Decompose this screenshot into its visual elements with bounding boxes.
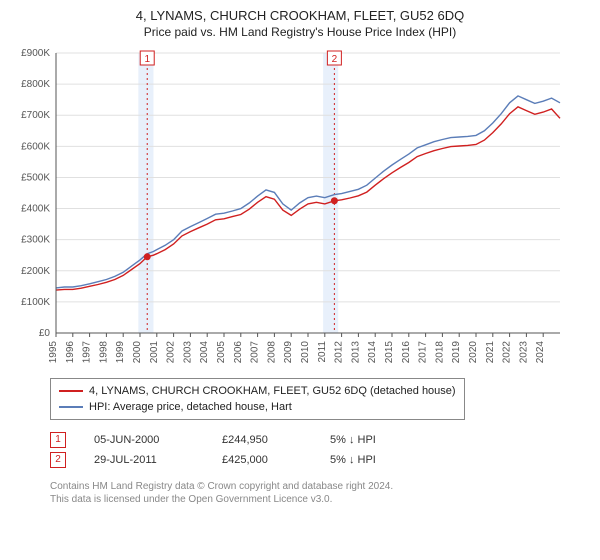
sale-delta: 5% ↓ HPI bbox=[330, 450, 410, 470]
legend: 4, LYNAMS, CHURCH CROOKHAM, FLEET, GU52 … bbox=[50, 378, 465, 420]
sale-price: £425,000 bbox=[222, 450, 302, 470]
svg-text:1996: 1996 bbox=[65, 341, 76, 364]
svg-text:2021: 2021 bbox=[485, 341, 496, 364]
sale-row: 1 05-JUN-2000 £244,950 5% ↓ HPI bbox=[50, 430, 588, 450]
svg-text:£900K: £900K bbox=[21, 48, 50, 59]
svg-text:1998: 1998 bbox=[98, 341, 109, 364]
chart-subtitle: Price paid vs. HM Land Registry's House … bbox=[12, 25, 588, 39]
svg-text:2: 2 bbox=[332, 54, 338, 65]
svg-text:£200K: £200K bbox=[21, 266, 50, 277]
svg-text:2020: 2020 bbox=[468, 341, 479, 364]
sale-price: £244,950 bbox=[222, 430, 302, 450]
svg-text:£800K: £800K bbox=[21, 79, 50, 90]
svg-text:2014: 2014 bbox=[367, 341, 378, 364]
svg-text:£700K: £700K bbox=[21, 110, 50, 121]
svg-text:2010: 2010 bbox=[300, 341, 311, 364]
legend-label: HPI: Average price, detached house, Hart bbox=[89, 399, 292, 415]
svg-text:2003: 2003 bbox=[182, 341, 193, 364]
svg-text:2004: 2004 bbox=[199, 341, 210, 364]
svg-text:2005: 2005 bbox=[216, 341, 227, 364]
chart-title: 4, LYNAMS, CHURCH CROOKHAM, FLEET, GU52 … bbox=[12, 8, 588, 23]
sale-row: 2 29-JUL-2011 £425,000 5% ↓ HPI bbox=[50, 450, 588, 470]
svg-text:2019: 2019 bbox=[451, 341, 462, 364]
svg-text:2023: 2023 bbox=[518, 341, 529, 364]
svg-text:£300K: £300K bbox=[21, 235, 50, 246]
svg-text:2007: 2007 bbox=[250, 341, 261, 364]
sale-date: 05-JUN-2000 bbox=[94, 430, 194, 450]
svg-text:1999: 1999 bbox=[115, 341, 126, 364]
svg-text:2006: 2006 bbox=[233, 341, 244, 364]
svg-text:1995: 1995 bbox=[48, 341, 59, 364]
sale-marker: 2 bbox=[50, 452, 66, 468]
footnote: Contains HM Land Registry data © Crown c… bbox=[50, 480, 588, 506]
svg-text:2016: 2016 bbox=[401, 341, 412, 364]
legend-label: 4, LYNAMS, CHURCH CROOKHAM, FLEET, GU52 … bbox=[89, 383, 456, 399]
legend-item: HPI: Average price, detached house, Hart bbox=[59, 399, 456, 415]
svg-text:2011: 2011 bbox=[317, 341, 328, 363]
svg-text:£100K: £100K bbox=[21, 297, 50, 308]
svg-text:2002: 2002 bbox=[166, 341, 177, 364]
legend-swatch bbox=[59, 406, 83, 408]
svg-text:£400K: £400K bbox=[21, 204, 50, 215]
svg-text:2013: 2013 bbox=[350, 341, 361, 364]
svg-text:2024: 2024 bbox=[535, 341, 546, 364]
svg-text:2001: 2001 bbox=[149, 341, 160, 364]
svg-text:£0: £0 bbox=[39, 328, 51, 339]
footnote-line: Contains HM Land Registry data © Crown c… bbox=[50, 480, 588, 493]
svg-text:1: 1 bbox=[144, 54, 150, 65]
svg-text:2022: 2022 bbox=[502, 341, 513, 364]
svg-text:2017: 2017 bbox=[418, 341, 429, 364]
svg-text:2000: 2000 bbox=[132, 341, 143, 364]
svg-text:2009: 2009 bbox=[283, 341, 294, 364]
sale-marker: 1 bbox=[50, 432, 66, 448]
legend-item: 4, LYNAMS, CHURCH CROOKHAM, FLEET, GU52 … bbox=[59, 383, 456, 399]
svg-text:2015: 2015 bbox=[384, 341, 395, 364]
sale-delta: 5% ↓ HPI bbox=[330, 430, 410, 450]
sales-table: 1 05-JUN-2000 £244,950 5% ↓ HPI 2 29-JUL-2011… bbox=[50, 430, 588, 470]
legend-swatch bbox=[59, 390, 83, 392]
svg-text:1997: 1997 bbox=[82, 341, 93, 364]
price-chart: £0 £100K £200K £300K £400K £500K £600K £700K £80… bbox=[12, 45, 572, 365]
svg-text:£600K: £600K bbox=[21, 141, 50, 152]
footnote-line: This data is licensed under the Open Gov… bbox=[50, 493, 588, 506]
chart-area: £0 £100K £200K £300K £400K £500K £600K £700K £80… bbox=[12, 45, 588, 370]
svg-text:2008: 2008 bbox=[266, 341, 277, 364]
svg-text:2018: 2018 bbox=[434, 341, 445, 364]
svg-text:£500K: £500K bbox=[21, 172, 50, 183]
svg-text:2012: 2012 bbox=[334, 341, 345, 364]
sale-date: 29-JUL-2011 bbox=[94, 450, 194, 470]
